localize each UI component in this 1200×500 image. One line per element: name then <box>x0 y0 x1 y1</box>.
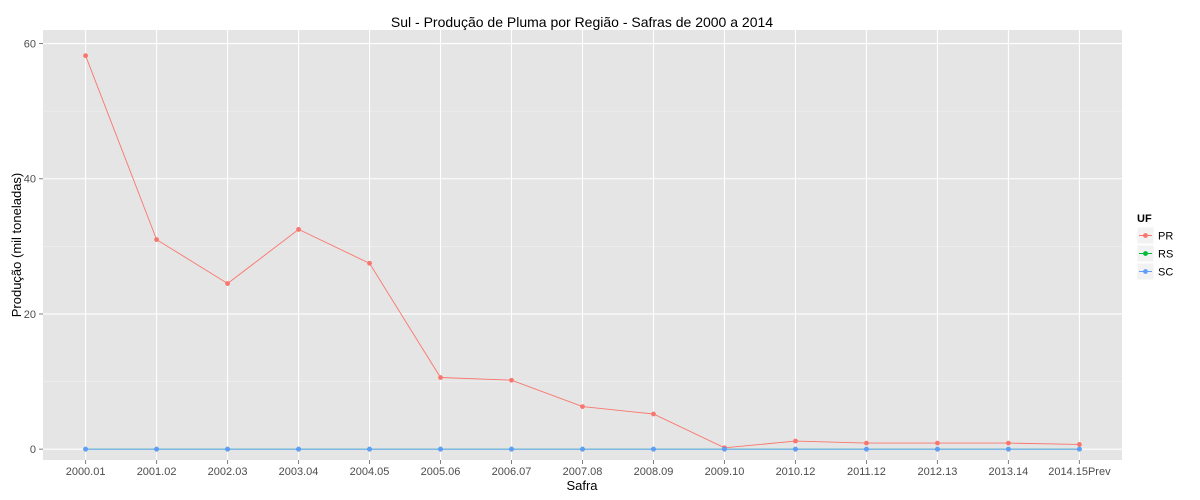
x-tick-label: 2002.03 <box>208 466 248 478</box>
data-point-pr <box>509 377 514 383</box>
data-point-sc <box>1006 446 1011 452</box>
data-point-sc <box>154 446 159 452</box>
data-point-pr <box>367 260 372 266</box>
y-axis: 0 20 40 60 <box>24 39 43 456</box>
y-tick-label: 40 <box>24 174 36 186</box>
data-point-sc <box>296 446 301 452</box>
y-axis-title: Produção (mil toneladas) <box>9 173 24 318</box>
data-point-pr <box>225 281 230 286</box>
legend-swatch-point <box>1143 251 1148 256</box>
x-tick-label: 2008.09 <box>634 466 674 478</box>
data-point-pr <box>580 404 585 409</box>
y-tick-label: 0 <box>30 444 36 456</box>
x-tick-label: 2014.15Prev <box>1048 466 1111 478</box>
data-point-pr <box>935 440 940 446</box>
data-point-sc <box>722 446 727 452</box>
major-gridlines <box>43 30 1122 460</box>
chart-title: Sul - Produção de Pluma por Região - Saf… <box>391 14 773 30</box>
x-tick-label: 2000.01 <box>66 466 106 478</box>
data-point-sc <box>935 446 940 452</box>
data-point-sc <box>83 446 88 452</box>
x-tick-label: 2009.10 <box>705 466 745 478</box>
data-point-sc <box>864 446 869 452</box>
data-point-pr <box>296 227 301 232</box>
data-point-sc <box>509 446 514 452</box>
data-point-sc <box>1077 446 1082 452</box>
data-point-pr <box>793 438 798 444</box>
x-axis: 2000.01 2001.02 2002.03 2003.04 2004.05 2005.… <box>66 460 1111 478</box>
legend-label-sc: SC <box>1158 267 1173 279</box>
x-tick-label: 2010.12 <box>776 466 816 478</box>
x-tick-label: 2011.12 <box>847 466 886 478</box>
data-point-sc <box>580 446 585 452</box>
data-point-sc <box>438 446 443 452</box>
y-tick-label: 60 <box>24 39 36 51</box>
legend: UF PR RS SC <box>1136 213 1173 281</box>
x-tick-label: 2005.06 <box>421 466 461 478</box>
x-axis-title: Safra <box>566 478 598 493</box>
x-tick-label: 2003.04 <box>279 466 319 478</box>
legend-swatch-point <box>1143 233 1148 238</box>
legend-label-rs: RS <box>1158 249 1173 261</box>
data-point-pr <box>154 237 159 242</box>
data-point-pr <box>438 375 443 380</box>
x-tick-label: 2013.14 <box>989 466 1029 478</box>
data-point-sc <box>793 446 798 452</box>
x-tick-label: 2012.13 <box>918 466 958 478</box>
x-tick-label: 2001.02 <box>137 466 177 478</box>
x-tick-label: 2004.05 <box>350 466 390 478</box>
data-point-pr <box>83 53 88 59</box>
data-point-sc <box>651 446 656 452</box>
data-point-pr <box>864 440 869 446</box>
data-point-sc <box>225 446 230 452</box>
data-point-pr <box>651 411 656 417</box>
data-point-pr <box>1077 442 1082 447</box>
x-tick-label: 2006.07 <box>492 466 532 478</box>
data-point-pr <box>1006 440 1011 446</box>
data-point-sc <box>367 446 372 452</box>
legend-swatch-point <box>1143 269 1148 274</box>
series-layer <box>83 53 1082 452</box>
legend-label-pr: PR <box>1158 231 1173 243</box>
legend-title: UF <box>1137 213 1152 225</box>
y-tick-label: 20 <box>24 309 36 321</box>
x-tick-label: 2007.08 <box>563 466 603 478</box>
